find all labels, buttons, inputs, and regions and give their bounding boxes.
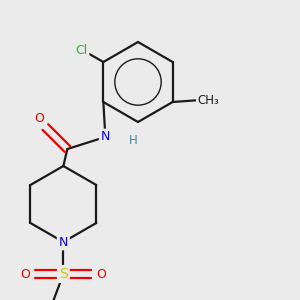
- Text: O: O: [34, 112, 44, 125]
- Text: N: N: [59, 236, 68, 248]
- Text: S: S: [59, 267, 68, 281]
- Text: O: O: [20, 268, 30, 281]
- Text: H: H: [129, 134, 138, 148]
- Text: O: O: [96, 268, 106, 281]
- Text: N: N: [101, 130, 110, 143]
- Text: Cl: Cl: [75, 44, 88, 56]
- Text: CH₃: CH₃: [198, 94, 220, 106]
